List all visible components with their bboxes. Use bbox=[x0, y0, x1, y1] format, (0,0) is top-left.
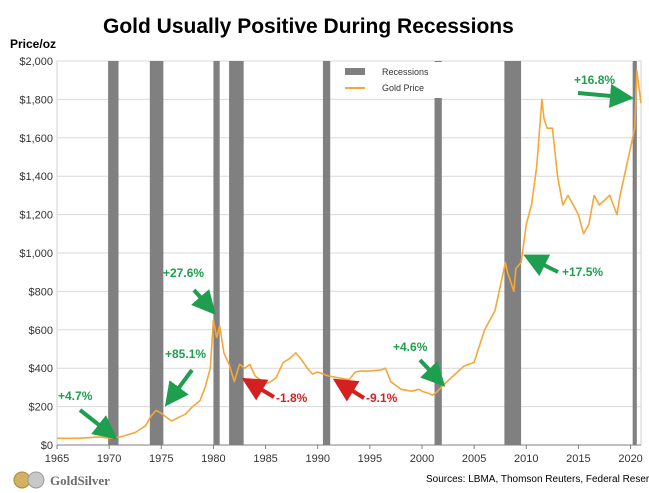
y-tick-label: $1,200 bbox=[19, 210, 53, 222]
y-tick-label: $0 bbox=[41, 440, 53, 452]
y-tick-label: $800 bbox=[29, 286, 53, 298]
x-tick-label: 1980 bbox=[201, 453, 225, 465]
legend-swatch-recessions bbox=[345, 68, 365, 75]
legend: Recessions Gold Price bbox=[335, 62, 457, 98]
recession-band bbox=[632, 61, 637, 445]
chart-title: Gold Usually Positive During Recessions bbox=[103, 15, 514, 38]
x-axis-ticks: 1965 1970 1975 1980 1985 1990 1995 2000 2005 2010… bbox=[45, 445, 643, 465]
recession-band bbox=[149, 61, 164, 445]
annotation-label-1970: +4.7% bbox=[58, 389, 93, 403]
recession-band bbox=[213, 61, 220, 445]
annotation-arrow-1990 bbox=[332, 378, 366, 402]
recession-band bbox=[504, 61, 522, 445]
annotation-label-2001: +4.6% bbox=[393, 340, 428, 354]
annotation-label-1990: -9.1% bbox=[366, 391, 398, 405]
legend-label-gold: Gold Price bbox=[382, 83, 424, 93]
legend-label-recessions: Recessions bbox=[382, 67, 429, 77]
x-tick-label: 2010 bbox=[514, 453, 538, 465]
y-tick-label: $1,600 bbox=[19, 133, 53, 145]
recession-bands bbox=[108, 61, 637, 445]
annotation-label-2020: +16.8% bbox=[574, 73, 615, 87]
x-tick-label: 1990 bbox=[305, 453, 329, 465]
annotation-label-1980: +27.6% bbox=[163, 266, 204, 280]
y-tick-label: $1,400 bbox=[19, 171, 53, 183]
y-tick-label: $600 bbox=[29, 325, 53, 337]
y-tick-label: $200 bbox=[29, 402, 53, 414]
recession-band bbox=[434, 61, 442, 445]
annotation-label-1981: -1.8% bbox=[276, 391, 308, 405]
annotation-arrow-2008 bbox=[523, 254, 559, 277]
x-tick-label: 1985 bbox=[253, 453, 277, 465]
logo: GoldSilver bbox=[13, 471, 110, 489]
x-tick-label: 2020 bbox=[618, 453, 642, 465]
annotation-arrow-2020 bbox=[577, 83, 634, 108]
x-tick-label: 1975 bbox=[149, 453, 173, 465]
annotation-arrow-1974 bbox=[164, 368, 194, 407]
gold-price-line bbox=[57, 69, 642, 440]
x-tick-label: 1970 bbox=[97, 453, 121, 465]
annotation-arrow-1970 bbox=[78, 408, 118, 440]
silver-coin-icon bbox=[27, 471, 45, 489]
source-note: Sources: LBMA, Thomson Reuters, Federal … bbox=[426, 474, 649, 485]
recession-band bbox=[108, 61, 119, 445]
x-tick-label: 2005 bbox=[462, 453, 486, 465]
y-axis-ticks: $0 $200 $400 $600 $800 $1,000 $1,200 $1,400 $1,6… bbox=[19, 56, 53, 452]
annotation-arrow-1980 bbox=[191, 288, 216, 316]
annotation-label-2008: +17.5% bbox=[562, 265, 603, 279]
annotation-arrow-1981 bbox=[241, 377, 276, 401]
y-tick-label: $2,000 bbox=[19, 56, 53, 68]
x-tick-label: 1995 bbox=[358, 453, 382, 465]
gold-price-series bbox=[57, 69, 642, 440]
annotation-label-1974: +85.1% bbox=[165, 347, 206, 361]
recession-band bbox=[322, 61, 331, 445]
logo-text: GoldSilver bbox=[50, 473, 110, 488]
y-tick-label: $400 bbox=[29, 363, 53, 375]
x-tick-label: 2015 bbox=[566, 453, 590, 465]
recession-band bbox=[229, 61, 244, 445]
x-tick-label: 2000 bbox=[410, 453, 434, 465]
y-tick-label: $1,000 bbox=[19, 248, 53, 260]
x-tick-label: 1965 bbox=[45, 453, 69, 465]
y-tick-label: $1,800 bbox=[19, 94, 53, 106]
y-axis-label: Price/oz bbox=[10, 37, 56, 51]
annotation-arrow-2001 bbox=[418, 358, 446, 387]
annotations: +4.7% +85.1% +27.6% -1.8% -9.1% +4.6% +1… bbox=[58, 73, 634, 440]
